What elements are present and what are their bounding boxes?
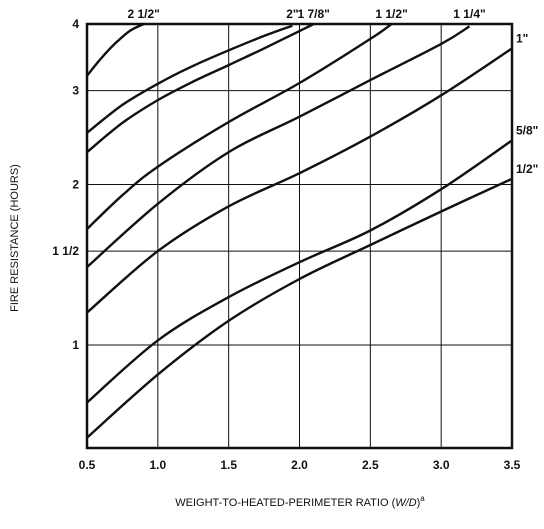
curve-label-1: 2": [286, 7, 298, 21]
y-tick-label-3: 3: [72, 84, 79, 98]
curve-4: [87, 25, 471, 268]
y-tick-label-1: 1 1/2: [52, 244, 79, 258]
plot-frame: [85, 22, 514, 450]
x-tick-label-5: 3.0: [433, 458, 450, 472]
x-tick-label-6: 3.5: [504, 458, 521, 472]
x-tick-labels: 0.5 1.0 1.5 2.0 2.5 3.0 3.5: [79, 458, 521, 472]
curve-3: [87, 24, 393, 230]
y-tick-label-2: 2: [72, 178, 79, 192]
x-axis-title: WEIGHT-TO-HEATED-PERIMETER RATIO (W/D)a: [175, 494, 425, 509]
curve-label-6: 5/8": [516, 123, 538, 137]
y-axis-title: FIRE RESISTANCE (HOURS): [9, 164, 21, 312]
y-tick-labels: 1 1 1/2 2 3 4: [52, 17, 79, 352]
curve-7: [87, 177, 512, 439]
curve-label-3: 1 1/2": [375, 7, 407, 21]
curves: [87, 24, 512, 439]
curve-labels: 2 1/2" 2"1 7/8" 1 1/2" 1 1/4" 1" 5/8" 1/2": [127, 7, 538, 176]
x-tick-label-4: 2.5: [362, 458, 379, 472]
x-axis-title-var: W/D: [395, 497, 416, 509]
x-tick-label-3: 2.0: [291, 458, 308, 472]
y-tick-label-4: 4: [72, 17, 79, 31]
curve-label-4: 1 1/4": [453, 7, 485, 21]
x-tick-label-2: 1.5: [220, 458, 237, 472]
curve-2: [87, 24, 315, 154]
x-axis-title-main: WEIGHT-TO-HEATED-PERIMETER RATIO (: [175, 497, 395, 509]
y-tick-label-0: 1: [72, 338, 79, 352]
x-axis-title-close: ): [417, 497, 421, 509]
curve-1: [87, 24, 293, 134]
curve-label-5: 1": [516, 31, 528, 45]
curve-6: [87, 139, 512, 404]
curve-label-7: 1/2": [516, 162, 538, 176]
x-tick-label-1: 1.0: [149, 458, 166, 472]
curve-5: [87, 47, 512, 314]
curve-label-0: 2 1/2": [127, 7, 159, 21]
curve-label-2: 1 7/8": [297, 7, 329, 21]
curve-0: [87, 24, 145, 77]
x-axis-title-sup: a: [420, 494, 425, 503]
x-tick-label-0: 0.5: [79, 458, 96, 472]
